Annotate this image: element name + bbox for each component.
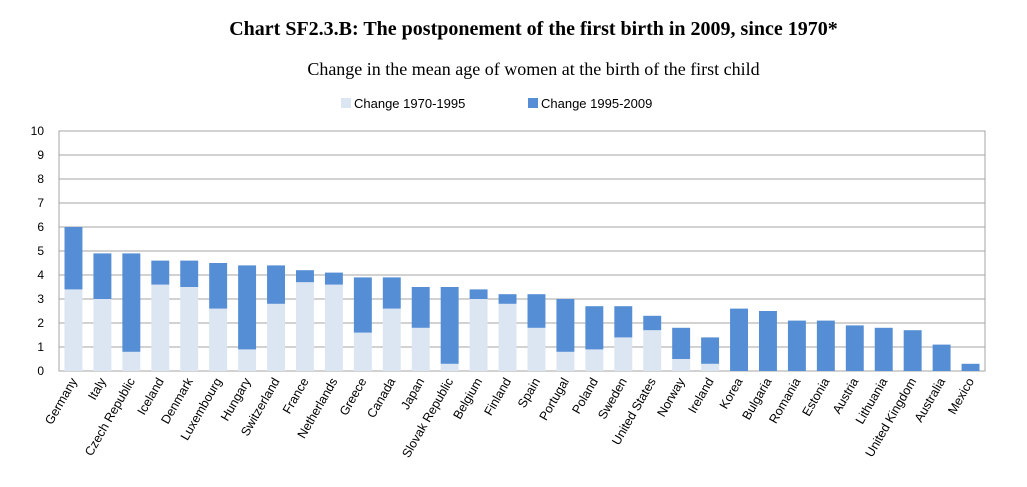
- bar-estonia-change-1995-2009: [816, 320, 835, 371]
- x-tick-label-spain: Spain: [515, 375, 543, 410]
- bar-united-kingdom-change-1995-2009: [903, 330, 922, 371]
- x-tick-label-estonia: Estonia: [799, 375, 832, 418]
- bar-austria-change-1995-2009: [845, 325, 864, 371]
- y-tick-label-7: 7: [37, 196, 44, 210]
- bar-united-states-change-1995-2009: [643, 315, 662, 331]
- bar-portugal-change-1995-2009: [556, 299, 575, 352]
- bar-mexico-change-1995-2009: [961, 363, 980, 371]
- bar-united-states-change-1970-1995: [643, 330, 662, 371]
- y-tick-label-2: 2: [37, 316, 44, 330]
- chart-title: Chart SF2.3.B: The postponement of the f…: [229, 18, 838, 40]
- y-tick-label-1: 1: [37, 340, 44, 354]
- bar-switzerland-change-1970-1995: [267, 303, 286, 371]
- y-tick-label-10: 10: [31, 124, 45, 138]
- bar-poland-change-1970-1995: [585, 349, 604, 371]
- bar-finland-change-1995-2009: [498, 294, 517, 304]
- bar-netherlands-change-1970-1995: [324, 284, 343, 371]
- bar-ireland-change-1995-2009: [701, 337, 720, 364]
- legend-swatch-change-1970-1995: [341, 98, 351, 108]
- x-tick-label-austria: Austria: [830, 375, 862, 416]
- bar-sweden-change-1970-1995: [614, 337, 633, 371]
- x-tick-label-mexico: Mexico: [945, 375, 977, 416]
- bar-denmark-change-1995-2009: [180, 260, 199, 287]
- bar-lithuania-change-1995-2009: [874, 327, 893, 371]
- y-tick-label-5: 5: [37, 244, 44, 258]
- bar-norway-change-1995-2009: [672, 327, 691, 359]
- bar-switzerland-change-1995-2009: [267, 265, 286, 304]
- bar-romania-change-1995-2009: [787, 320, 806, 371]
- bar-france-change-1970-1995: [295, 282, 314, 371]
- legend-label-change-1970-1995: Change 1970-1995: [354, 96, 465, 111]
- bar-norway-change-1970-1995: [672, 359, 691, 371]
- bar-bulgaria-change-1995-2009: [758, 311, 777, 371]
- x-tick-label-france: France: [280, 375, 312, 416]
- chart-bars: [64, 227, 980, 371]
- bar-belgium-change-1970-1995: [469, 299, 488, 371]
- y-tick-label-8: 8: [37, 172, 44, 186]
- bar-slovak-republic-change-1995-2009: [440, 287, 459, 364]
- x-tick-label-poland: Poland: [569, 375, 601, 416]
- bar-hungary-change-1970-1995: [238, 349, 257, 371]
- bar-france-change-1995-2009: [295, 270, 314, 283]
- x-tick-label-korea: Korea: [717, 375, 746, 411]
- bar-japan-change-1995-2009: [411, 287, 430, 328]
- bar-portugal-change-1970-1995: [556, 351, 575, 371]
- bar-australia-change-1995-2009: [932, 344, 951, 371]
- bar-spain-change-1995-2009: [527, 294, 546, 328]
- bar-ireland-change-1970-1995: [701, 363, 720, 371]
- y-tick-label-9: 9: [37, 148, 44, 162]
- bar-czech-republic-change-1970-1995: [122, 351, 141, 371]
- bar-sweden-change-1995-2009: [614, 306, 633, 338]
- x-tick-label-finland: Finland: [482, 375, 515, 418]
- legend-swatch-change-1995-2009: [528, 98, 538, 108]
- bar-luxembourg-change-1995-2009: [209, 263, 228, 309]
- y-tick-label-0: 0: [37, 364, 44, 378]
- bar-slovak-republic-change-1970-1995: [440, 363, 459, 371]
- bar-italy-change-1995-2009: [93, 253, 112, 299]
- y-tick-label-4: 4: [37, 268, 44, 282]
- bar-iceland-change-1995-2009: [151, 260, 170, 285]
- x-tick-label-germany: Germany: [42, 375, 80, 427]
- chart-legend: Change 1970-1995 Change 1995-2009: [341, 96, 652, 111]
- x-tick-label-norway: Norway: [654, 375, 688, 419]
- chart-subtitle: Change in the mean age of women at the b…: [307, 59, 760, 79]
- x-tick-label-japan: Japan: [398, 375, 427, 412]
- bar-finland-change-1970-1995: [498, 303, 517, 371]
- bar-denmark-change-1970-1995: [180, 287, 199, 371]
- bar-czech-republic-change-1995-2009: [122, 253, 141, 352]
- bar-netherlands-change-1995-2009: [324, 272, 343, 285]
- bar-germany-change-1970-1995: [64, 289, 83, 371]
- bar-korea-change-1995-2009: [730, 308, 749, 371]
- legend-label-change-1995-2009: Change 1995-2009: [541, 96, 652, 111]
- x-tick-label-canada: Canada: [364, 375, 398, 420]
- bar-spain-change-1970-1995: [527, 327, 546, 371]
- bar-iceland-change-1970-1995: [151, 284, 170, 371]
- y-tick-label-6: 6: [37, 220, 44, 234]
- bar-japan-change-1970-1995: [411, 327, 430, 371]
- bar-canada-change-1970-1995: [382, 308, 401, 371]
- bar-greece-change-1970-1995: [353, 332, 372, 371]
- bar-italy-change-1970-1995: [93, 299, 112, 371]
- bar-greece-change-1995-2009: [353, 277, 372, 333]
- bar-canada-change-1995-2009: [382, 277, 401, 309]
- x-tick-label-italy: Italy: [85, 375, 109, 403]
- bar-poland-change-1995-2009: [585, 306, 604, 350]
- x-tick-label-ireland: Ireland: [685, 375, 716, 415]
- bar-luxembourg-change-1970-1995: [209, 308, 228, 371]
- bar-belgium-change-1995-2009: [469, 289, 488, 299]
- bar-hungary-change-1995-2009: [238, 265, 257, 350]
- y-tick-label-3: 3: [37, 292, 44, 306]
- bar-germany-change-1995-2009: [64, 227, 83, 290]
- y-axis: 0 1 2 3 4 5 6 7 8 9 10: [31, 124, 45, 378]
